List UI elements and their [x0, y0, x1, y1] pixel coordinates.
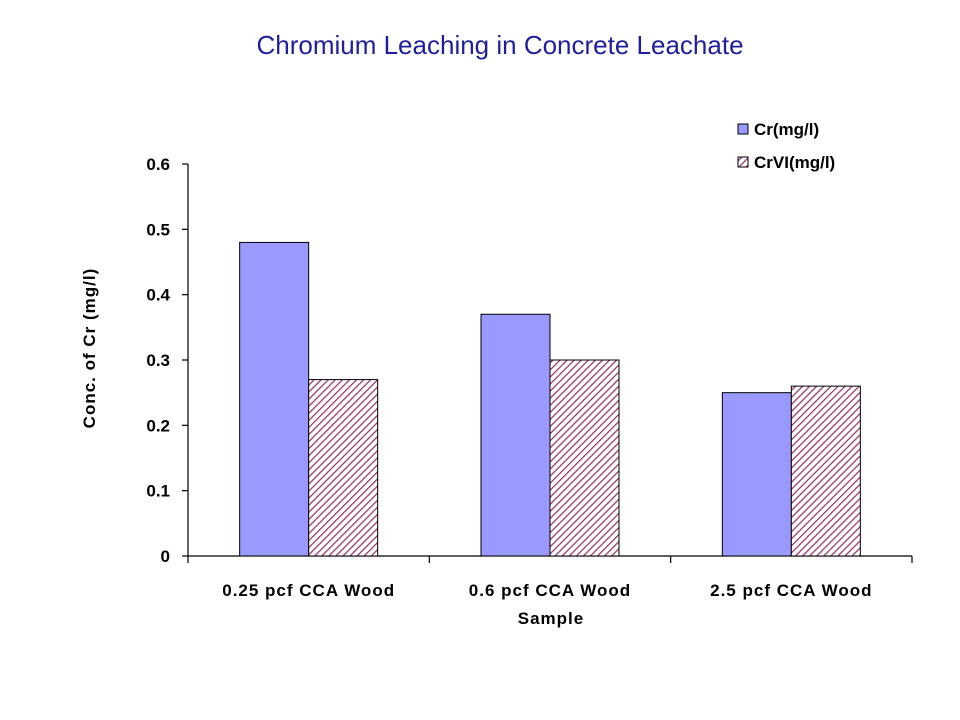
bar-cr-1 — [239, 241, 310, 557]
legend-swatch-2 — [737, 156, 749, 168]
bar-cr-2 — [480, 313, 551, 557]
bar-crvi-1 — [308, 379, 379, 557]
y-tick-label: 0.5 — [146, 220, 170, 239]
bar-crvi-3 — [790, 385, 861, 557]
bar-cr-3 — [721, 392, 792, 557]
y-tick-label: 0 — [161, 547, 170, 566]
legend-label-2: CrVI(mg/l) — [754, 153, 835, 172]
y-tick-label: 0.2 — [146, 416, 170, 435]
bar-crvi-2 — [549, 359, 620, 557]
x-axis-label: Sample — [518, 609, 584, 628]
y-tick-label: 0.3 — [146, 351, 170, 370]
y-tick-label: 0.6 — [146, 155, 170, 174]
x-tick-label: 0.25 pcf CCA Wood — [222, 581, 395, 600]
x-tick-label: 2.5 pcf CCA Wood — [710, 581, 872, 600]
legend-swatch-1 — [737, 123, 749, 135]
legend-label-1: Cr(mg/l) — [754, 120, 819, 139]
x-tick-label: 0.6 pcf CCA Wood — [469, 581, 631, 600]
y-tick-label: 0.1 — [146, 482, 170, 501]
y-tick-label: 0.4 — [146, 286, 170, 305]
chart-title: Chromium Leaching in Concrete Leachate — [256, 30, 744, 60]
y-axis-label: Conc. of Cr (mg/l) — [80, 268, 99, 429]
